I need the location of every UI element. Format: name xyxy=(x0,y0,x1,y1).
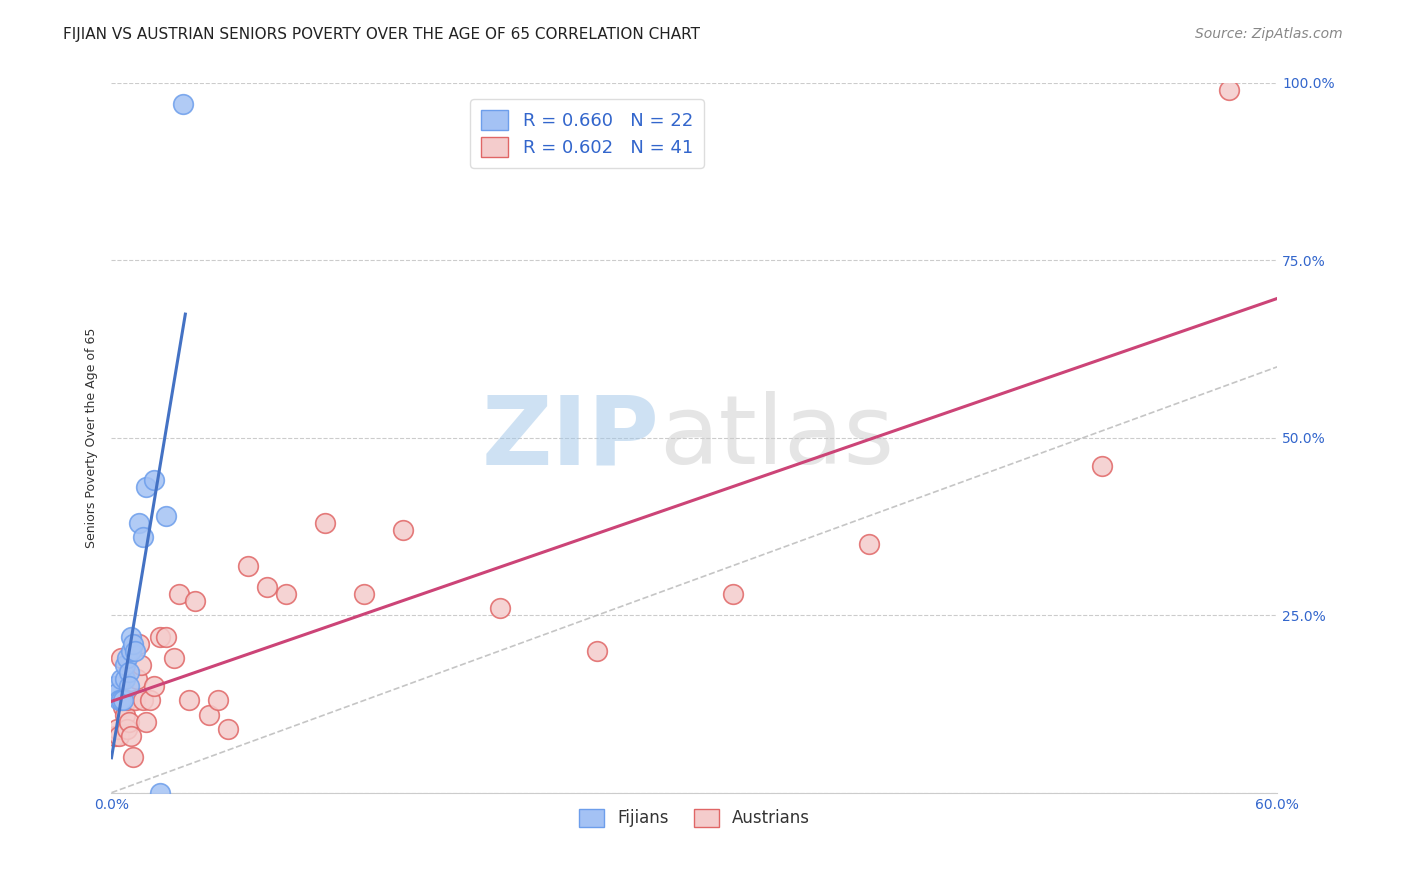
Point xyxy=(114,672,136,686)
Point xyxy=(135,480,157,494)
Point xyxy=(1218,83,1240,97)
Point xyxy=(115,722,138,736)
Point xyxy=(115,650,138,665)
Point xyxy=(122,637,145,651)
Point xyxy=(155,508,177,523)
Point xyxy=(143,474,166,488)
Point xyxy=(184,594,207,608)
Legend: Fijians, Austrians: Fijians, Austrians xyxy=(572,802,817,834)
Point xyxy=(723,587,745,601)
Point xyxy=(110,693,132,707)
Point xyxy=(143,679,166,693)
Point xyxy=(108,729,131,743)
Point xyxy=(131,530,153,544)
Point xyxy=(110,672,132,686)
Point xyxy=(139,693,162,707)
Point xyxy=(110,693,132,707)
Point xyxy=(124,693,146,707)
Point xyxy=(236,558,259,573)
Text: atlas: atlas xyxy=(659,392,894,484)
Point xyxy=(169,587,191,601)
Point xyxy=(129,657,152,672)
Point xyxy=(120,643,142,657)
Point xyxy=(256,580,278,594)
Point xyxy=(124,643,146,657)
Point xyxy=(858,537,880,551)
Point xyxy=(108,693,131,707)
Text: Source: ZipAtlas.com: Source: ZipAtlas.com xyxy=(1195,27,1343,41)
Point xyxy=(104,729,127,743)
Y-axis label: Seniors Poverty Over the Age of 65: Seniors Poverty Over the Age of 65 xyxy=(86,327,98,548)
Point xyxy=(128,516,150,530)
Point xyxy=(172,97,194,112)
Point xyxy=(1091,459,1114,474)
Text: FIJIAN VS AUSTRIAN SENIORS POVERTY OVER THE AGE OF 65 CORRELATION CHART: FIJIAN VS AUSTRIAN SENIORS POVERTY OVER … xyxy=(63,27,700,42)
Point xyxy=(120,630,142,644)
Point xyxy=(115,693,138,707)
Point xyxy=(179,693,201,707)
Point xyxy=(489,601,512,615)
Point xyxy=(118,679,141,693)
Point xyxy=(112,693,135,707)
Point xyxy=(125,672,148,686)
Point xyxy=(353,587,375,601)
Point xyxy=(105,722,128,736)
Point xyxy=(135,714,157,729)
Point xyxy=(131,693,153,707)
Point xyxy=(118,665,141,679)
Point xyxy=(149,630,172,644)
Point xyxy=(197,707,219,722)
Point xyxy=(163,650,186,665)
Point xyxy=(207,693,229,707)
Point xyxy=(110,650,132,665)
Point xyxy=(114,657,136,672)
Point xyxy=(586,643,609,657)
Point xyxy=(112,700,135,714)
Point xyxy=(392,523,415,537)
Point xyxy=(118,714,141,729)
Point xyxy=(120,729,142,743)
Point xyxy=(122,750,145,764)
Text: ZIP: ZIP xyxy=(481,392,659,484)
Point xyxy=(276,587,298,601)
Point xyxy=(105,686,128,700)
Point xyxy=(149,786,172,800)
Point xyxy=(314,516,336,530)
Point xyxy=(104,679,127,693)
Point xyxy=(128,637,150,651)
Point xyxy=(217,722,239,736)
Point xyxy=(155,630,177,644)
Point xyxy=(114,707,136,722)
